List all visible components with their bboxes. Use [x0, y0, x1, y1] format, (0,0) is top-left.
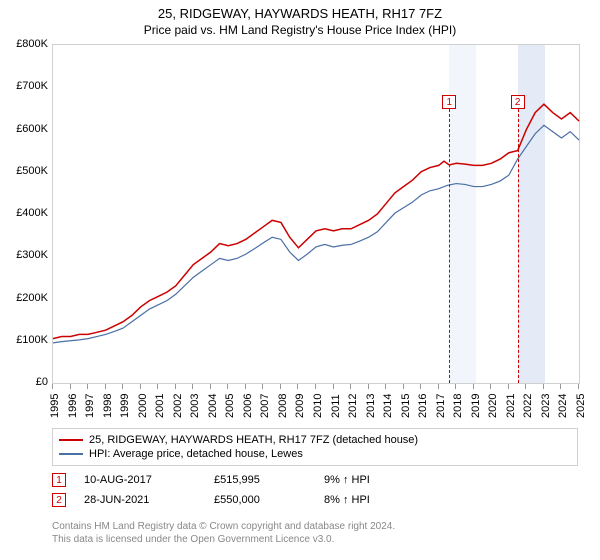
plot-area: 12 — [52, 44, 580, 384]
footer-line-1: Contains HM Land Registry data © Crown c… — [52, 520, 395, 533]
legend-label-1: 25, RIDGEWAY, HAYWARDS HEATH, RH17 7FZ (… — [89, 434, 418, 446]
legend-swatch-1 — [59, 439, 83, 441]
x-tick-label: 1997 — [84, 394, 96, 418]
x-tick-label: 2008 — [277, 394, 289, 418]
x-tick-label: 2015 — [400, 394, 412, 418]
sale-price-2: £550,000 — [214, 494, 324, 506]
y-tick-label: £200K — [4, 292, 48, 304]
chart-container: 25, RIDGEWAY, HAYWARDS HEATH, RH17 7FZ P… — [0, 0, 600, 560]
x-tick-label: 2002 — [172, 394, 184, 418]
x-tick-label: 1998 — [102, 394, 114, 418]
x-tick-label: 2022 — [522, 394, 534, 418]
sale-row-1: 1 10-AUG-2017 £515,995 9% ↑ HPI — [52, 470, 404, 490]
legend-item-1: 25, RIDGEWAY, HAYWARDS HEATH, RH17 7FZ (… — [59, 433, 571, 447]
sales-table: 1 10-AUG-2017 £515,995 9% ↑ HPI 2 28-JUN… — [52, 470, 404, 510]
chart-marker: 1 — [442, 95, 456, 109]
x-tick-label: 1999 — [119, 394, 131, 418]
x-tick-label: 2023 — [540, 394, 552, 418]
sale-row-2: 2 28-JUN-2021 £550,000 8% ↑ HPI — [52, 490, 404, 510]
sale-marker-2: 2 — [52, 493, 66, 507]
legend-label-2: HPI: Average price, detached house, Lewe… — [89, 448, 303, 460]
x-tick-label: 2013 — [365, 394, 377, 418]
sale-marker-1: 1 — [52, 473, 66, 487]
plot-svg — [53, 45, 579, 383]
legend-item-2: HPI: Average price, detached house, Lewe… — [59, 447, 571, 461]
x-tick-label: 2012 — [347, 394, 359, 418]
x-tick-label: 2024 — [557, 394, 569, 418]
y-tick-label: £600K — [4, 123, 48, 135]
x-tick-label: 1995 — [49, 394, 61, 418]
legend-swatch-2 — [59, 453, 83, 455]
x-tick-label: 1996 — [67, 394, 79, 418]
sale-date-1: 10-AUG-2017 — [84, 474, 214, 486]
y-tick-label: £100K — [4, 334, 48, 346]
x-tick-label: 2004 — [207, 394, 219, 418]
y-tick-label: £300K — [4, 249, 48, 261]
x-tick-label: 2010 — [312, 394, 324, 418]
chart-title: 25, RIDGEWAY, HAYWARDS HEATH, RH17 7FZ — [0, 0, 600, 21]
y-tick-label: £400K — [4, 207, 48, 219]
x-tick-label: 2007 — [259, 394, 271, 418]
chart-marker: 2 — [511, 95, 525, 109]
x-tick-label: 2016 — [417, 394, 429, 418]
x-tick-label: 2017 — [435, 394, 447, 418]
sale-price-1: £515,995 — [214, 474, 324, 486]
chart-subtitle: Price paid vs. HM Land Registry's House … — [0, 21, 600, 41]
footer: Contains HM Land Registry data © Crown c… — [52, 520, 395, 546]
sale-date-2: 28-JUN-2021 — [84, 494, 214, 506]
y-tick-label: £800K — [4, 38, 48, 50]
legend-box: 25, RIDGEWAY, HAYWARDS HEATH, RH17 7FZ (… — [52, 428, 578, 466]
x-tick-label: 2018 — [452, 394, 464, 418]
y-tick-label: £0 — [4, 376, 48, 388]
sale-pct-2: 8% ↑ HPI — [324, 494, 404, 506]
x-tick-label: 2021 — [505, 394, 517, 418]
x-tick-label: 2000 — [137, 394, 149, 418]
x-tick-label: 2006 — [242, 394, 254, 418]
y-tick-label: £500K — [4, 165, 48, 177]
y-tick-label: £700K — [4, 80, 48, 92]
x-tick-label: 2011 — [330, 394, 342, 418]
x-tick-label: 2009 — [294, 394, 306, 418]
x-tick-label: 2025 — [575, 394, 587, 418]
x-tick-label: 2014 — [382, 394, 394, 418]
x-tick-label: 2020 — [487, 394, 499, 418]
x-tick-label: 2003 — [189, 394, 201, 418]
x-tick-label: 2005 — [224, 394, 236, 418]
footer-line-2: This data is licensed under the Open Gov… — [52, 533, 395, 546]
x-tick-label: 2019 — [470, 394, 482, 418]
sale-pct-1: 9% ↑ HPI — [324, 474, 404, 486]
x-tick-label: 2001 — [154, 394, 166, 418]
